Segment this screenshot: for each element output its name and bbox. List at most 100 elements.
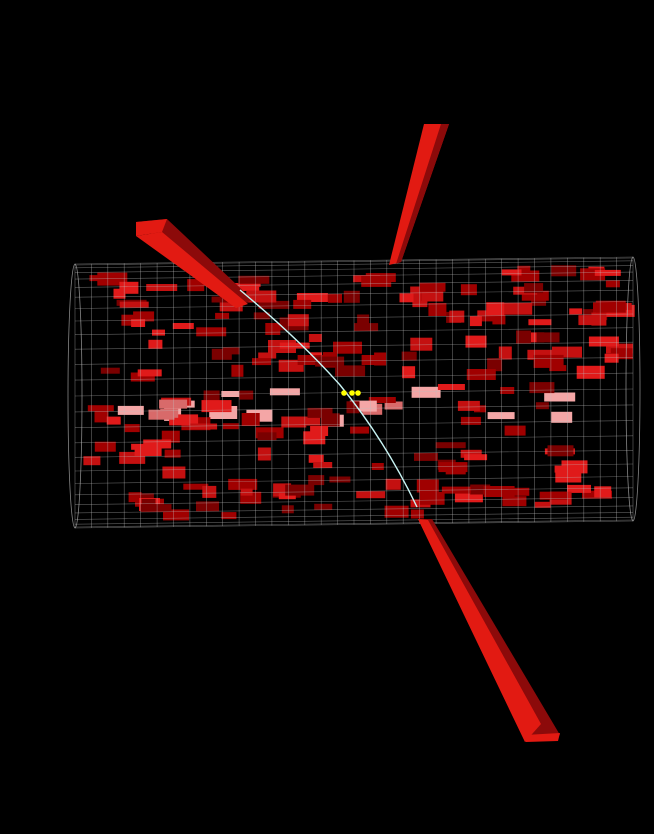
calorimeter-cell	[307, 407, 333, 418]
calorimeter-cell	[94, 410, 109, 423]
calorimeter-cell	[517, 265, 531, 276]
calorimeter-cell	[329, 476, 351, 483]
calorimeter-cell	[401, 351, 417, 361]
barrel-wire	[74, 404, 634, 413]
calorimeter-cell	[315, 356, 345, 367]
calorimeter-cell	[604, 353, 619, 363]
calorimeter-cell	[160, 408, 179, 418]
calorimeter-cell	[502, 496, 527, 507]
calorimeter-cell	[133, 311, 155, 322]
calorimeter-cell	[183, 483, 209, 490]
calorimeter-cell	[328, 293, 342, 303]
calorimeter-cell	[368, 397, 396, 403]
calorimeter-cell	[410, 509, 424, 519]
calorimeter-cell	[257, 447, 271, 461]
barrel-wire	[74, 265, 634, 273]
calorimeter-cell	[258, 300, 290, 309]
calorimeter-cell	[117, 405, 144, 415]
calorimeter-cell	[569, 308, 583, 315]
barrel-wire	[74, 420, 634, 428]
calorimeter-cell	[285, 484, 315, 496]
calorimeter-cell	[435, 442, 466, 449]
calorimeter-cell	[605, 280, 620, 288]
calorimeter-cell	[281, 416, 307, 428]
calorimeter-cell	[241, 413, 260, 426]
calorimeter-cell	[187, 279, 205, 292]
calorimeter-cell	[202, 485, 217, 498]
barrel-wire	[74, 271, 634, 280]
calorimeter-cell	[293, 299, 312, 309]
calorimeter-cell	[221, 512, 237, 520]
calorimeter-cell	[549, 365, 567, 372]
barrel-wire	[74, 450, 634, 458]
calorimeter-cell	[162, 466, 186, 479]
calorimeter-cell	[279, 342, 310, 349]
calorimeter-cell	[252, 358, 271, 366]
calorimeter-cell	[131, 319, 146, 327]
calorimeter-cell	[119, 281, 139, 294]
calorimeter-cell	[610, 348, 633, 360]
calorimeter-cell	[130, 372, 155, 382]
calorimeter-cell	[94, 441, 116, 452]
calorimeter-cell	[265, 323, 281, 335]
calorimeter-cell	[399, 293, 414, 303]
calorimeter-cell	[215, 312, 230, 319]
barrel-wire	[74, 519, 634, 528]
barrel-wire	[74, 463, 634, 472]
calorimeter-cell	[354, 323, 379, 332]
calorimeter-cell	[554, 465, 569, 473]
calorimeter-cell	[524, 283, 544, 294]
calorimeter-cell	[465, 335, 487, 348]
calorimeter-cell	[350, 426, 370, 434]
calorimeter-cell	[356, 491, 386, 499]
jet-tower-upper-right[interactable]	[389, 124, 449, 265]
calorimeter-cell	[196, 501, 219, 512]
calorimeter-cell	[551, 265, 577, 277]
barrel-wire	[74, 505, 634, 514]
calorimeter-cell	[535, 402, 549, 410]
calorimeter-cell	[416, 479, 439, 493]
barrel-wire	[74, 289, 634, 298]
calorimeter-cell	[437, 384, 465, 390]
calorimeter-cell	[141, 498, 156, 512]
calorimeter-cell	[536, 332, 560, 343]
calorimeter-cell	[159, 399, 188, 409]
calorimeter-cell	[278, 493, 296, 500]
jet-tower-lower-right[interactable]	[418, 519, 560, 742]
jet-tower-upper-left[interactable]	[136, 219, 253, 308]
calorimeter-cell	[287, 314, 309, 327]
calorimeter-cell	[460, 416, 481, 425]
calorimeter-cell	[594, 269, 621, 276]
calorimeter-cell	[308, 454, 324, 463]
calorimeter-cell	[402, 366, 416, 379]
calorimeter-cell	[100, 367, 120, 374]
barrel-wire	[74, 256, 634, 265]
calorimeter-cell	[230, 283, 260, 291]
calorimeter-cell	[278, 359, 304, 372]
barrel-wire	[74, 512, 634, 520]
calorimeter-cell	[172, 323, 194, 329]
calorimeter-cell	[295, 416, 320, 426]
barrel-wire	[74, 357, 634, 365]
calorimeter-cell	[196, 327, 227, 337]
calorimeter-cell	[140, 504, 172, 513]
calorimeter-cell	[349, 400, 377, 412]
reconstructed-track[interactable]	[239, 289, 418, 508]
calorimeter-cell	[487, 412, 515, 420]
barrel-wire	[74, 280, 634, 288]
calorimeter-cell	[474, 405, 486, 413]
primary-vertex[interactable]	[341, 390, 361, 396]
calorimeter-cell	[385, 478, 401, 490]
calorimeter-cell	[464, 454, 488, 461]
barrel-wire	[74, 487, 634, 496]
calorimeter-cell	[119, 301, 149, 308]
calorimeter-cell	[419, 491, 445, 505]
calorimeter-cell	[438, 462, 468, 473]
calorimeter-cell	[483, 486, 515, 497]
calorimeter-cell	[479, 315, 504, 322]
calorimeter-cell	[253, 312, 270, 320]
calorimeter-cell	[258, 352, 277, 359]
calorimeter-cell	[361, 355, 384, 365]
